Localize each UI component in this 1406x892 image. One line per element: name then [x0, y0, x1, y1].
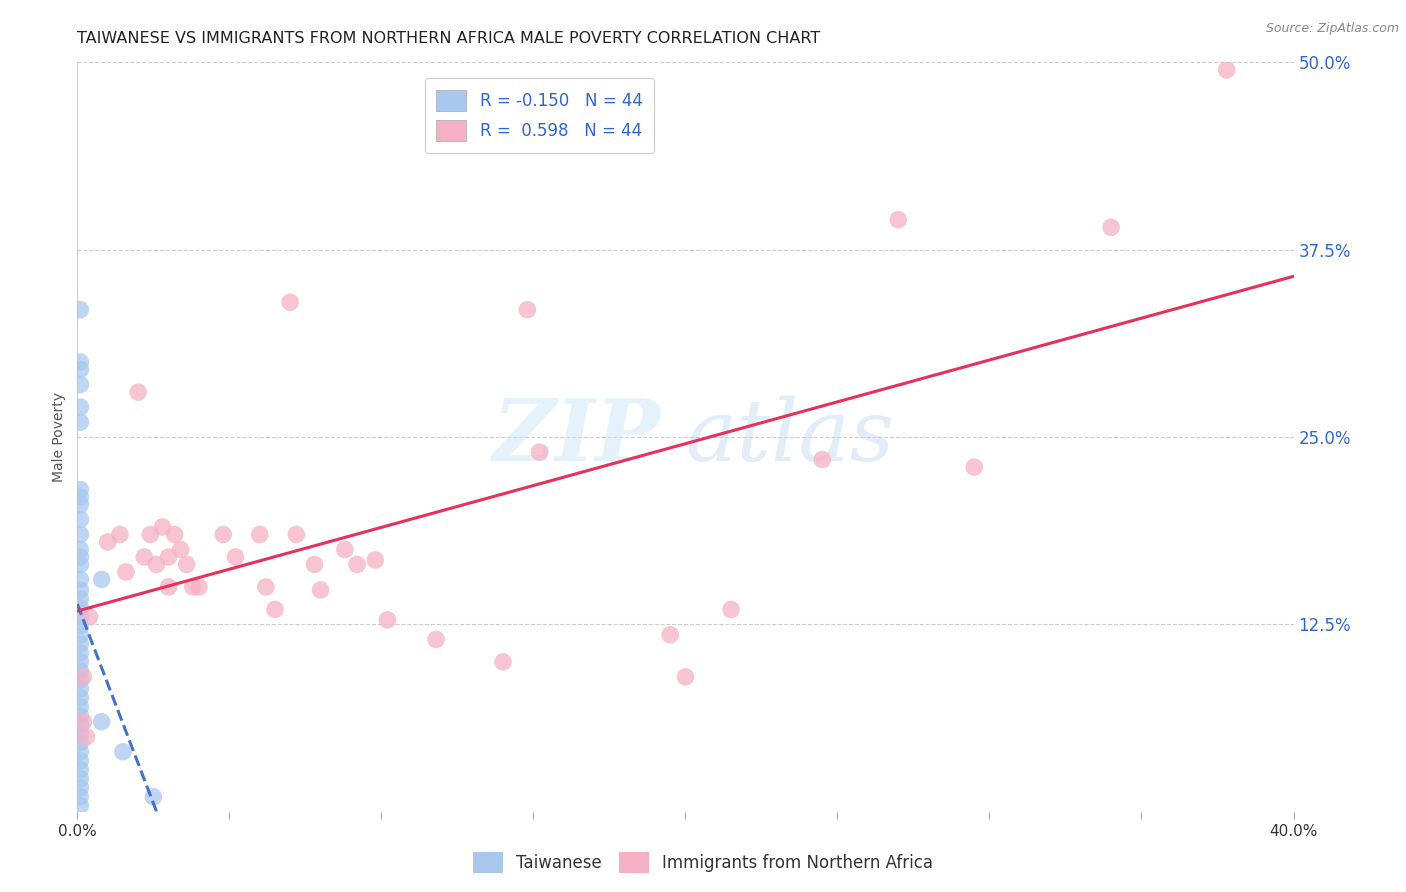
Text: atlas: atlas: [686, 396, 894, 478]
Point: [75, 730, 97, 744]
Point: [963, 460, 986, 475]
Point: [188, 580, 211, 594]
Point: [157, 549, 180, 564]
Point: [69, 780, 91, 795]
Point: [115, 565, 138, 579]
Point: [69, 483, 91, 497]
Point: [69, 549, 91, 564]
Point: [212, 527, 235, 541]
Point: [127, 385, 149, 400]
Point: [364, 553, 387, 567]
Point: [157, 580, 180, 594]
Point: [69, 699, 91, 714]
Point: [69, 754, 91, 768]
Point: [69, 400, 91, 414]
Point: [181, 580, 204, 594]
Point: [108, 527, 131, 541]
Point: [69, 718, 91, 732]
Point: [69, 362, 91, 376]
Point: [69, 789, 91, 804]
Point: [69, 772, 91, 786]
Point: [69, 673, 91, 687]
Text: ZIP: ZIP: [494, 395, 661, 479]
Point: [72, 670, 94, 684]
Text: Source: ZipAtlas.com: Source: ZipAtlas.com: [1265, 22, 1399, 36]
Point: [377, 613, 399, 627]
Point: [69, 377, 91, 392]
Point: [90, 714, 112, 729]
Legend: R = -0.150   N = 44, R =  0.598   N = 44: R = -0.150 N = 44, R = 0.598 N = 44: [425, 78, 654, 153]
Point: [69, 619, 91, 633]
Point: [79, 610, 101, 624]
Point: [69, 736, 91, 750]
Point: [69, 415, 91, 429]
Point: [69, 527, 91, 541]
Point: [69, 763, 91, 777]
Point: [659, 628, 682, 642]
Point: [333, 542, 356, 557]
Point: [304, 558, 326, 572]
Point: [69, 355, 91, 369]
Point: [69, 637, 91, 651]
Point: [516, 302, 538, 317]
Point: [69, 646, 91, 660]
Point: [254, 580, 277, 594]
Point: [492, 655, 515, 669]
Point: [72, 714, 94, 729]
Point: [90, 573, 112, 587]
Point: [309, 582, 332, 597]
Point: [69, 591, 91, 606]
Point: [1215, 62, 1237, 77]
Point: [69, 745, 91, 759]
Point: [346, 558, 368, 572]
Legend: Taiwanese, Immigrants from Northern Africa: Taiwanese, Immigrants from Northern Afri…: [467, 846, 939, 880]
Point: [97, 535, 120, 549]
Point: [69, 582, 91, 597]
Point: [145, 558, 167, 572]
Point: [69, 628, 91, 642]
Point: [224, 549, 246, 564]
Point: [69, 302, 91, 317]
Point: [720, 602, 742, 616]
Point: [69, 601, 91, 615]
Point: [69, 573, 91, 587]
Y-axis label: Male Poverty: Male Poverty: [52, 392, 66, 482]
Point: [285, 527, 308, 541]
Point: [69, 798, 91, 813]
Point: [69, 542, 91, 557]
Point: [111, 745, 134, 759]
Point: [163, 527, 186, 541]
Point: [529, 445, 551, 459]
Point: [69, 664, 91, 678]
Point: [134, 549, 156, 564]
Point: [139, 527, 162, 541]
Point: [69, 690, 91, 705]
Point: [425, 632, 447, 647]
Point: [69, 498, 91, 512]
Point: [69, 727, 91, 741]
Point: [176, 558, 198, 572]
Point: [69, 490, 91, 504]
Point: [887, 212, 910, 227]
Point: [278, 295, 301, 310]
Point: [1099, 220, 1122, 235]
Point: [69, 681, 91, 696]
Point: [264, 602, 287, 616]
Point: [170, 542, 193, 557]
Point: [811, 452, 834, 467]
Point: [69, 610, 91, 624]
Point: [249, 527, 271, 541]
Point: [69, 708, 91, 723]
Text: TAIWANESE VS IMMIGRANTS FROM NORTHERN AFRICA MALE POVERTY CORRELATION CHART: TAIWANESE VS IMMIGRANTS FROM NORTHERN AF…: [77, 31, 821, 46]
Point: [69, 558, 91, 572]
Point: [142, 789, 165, 804]
Point: [675, 670, 697, 684]
Point: [152, 520, 174, 534]
Point: [69, 655, 91, 669]
Point: [69, 512, 91, 526]
